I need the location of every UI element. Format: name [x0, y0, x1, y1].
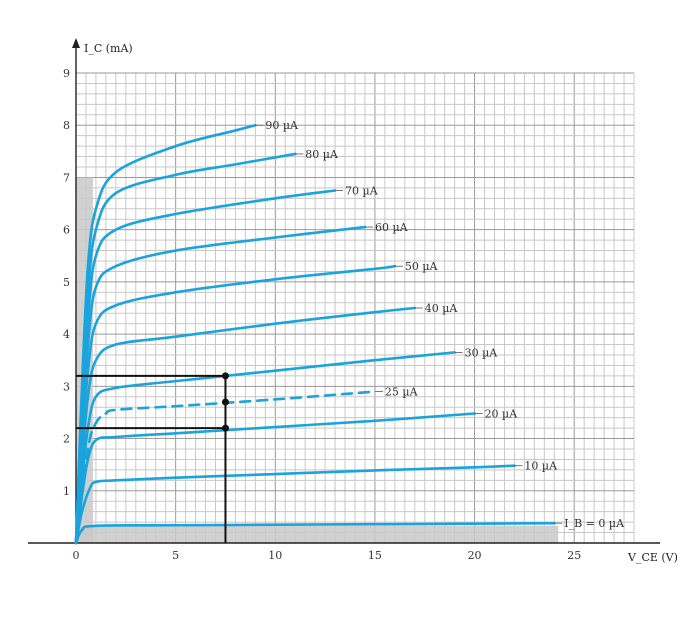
curve-25-a — [74, 390, 377, 545]
cutoff-region — [76, 525, 559, 543]
y-tick-label: 5 — [63, 276, 70, 289]
y-tick-label: 7 — [63, 171, 70, 184]
curve-10-a — [74, 464, 516, 545]
curve-label: 30 µA — [465, 346, 499, 359]
x-tick-label: 0 — [73, 549, 80, 562]
curve-label: 90 µA — [265, 119, 299, 132]
curve-label: 20 µA — [485, 407, 519, 420]
axes — [28, 38, 660, 544]
curve-label: 80 µA — [305, 148, 339, 161]
operating-point — [221, 372, 229, 380]
x-tick-label: 10 — [268, 549, 282, 562]
curve-30-a — [74, 351, 456, 545]
y-tick-label: 1 — [63, 485, 70, 498]
x-tick-label: 20 — [468, 549, 482, 562]
x-axis-label: V_CE (V) — [627, 551, 678, 564]
tick-labels: 0 5 10 15 20 25 1 2 3 4 5 6 7 8 9 — [63, 67, 581, 562]
curve-label: 50 µA — [405, 260, 439, 273]
annotations — [76, 372, 229, 543]
y-tick-label: 3 — [63, 380, 70, 393]
y-tick-label: 4 — [63, 328, 70, 341]
y-tick-label: 9 — [63, 67, 70, 80]
curve-i-b-0-a — [74, 521, 556, 545]
y-tick-label: 2 — [63, 433, 70, 446]
operating-point — [221, 424, 229, 432]
x-tick-label: 5 — [172, 549, 179, 562]
curve-labels: I_B = 0 µA 10 µA 20 µA 25 µA 30 µA 40 µA 50 µA… — [255, 119, 625, 530]
curve-20-a — [74, 412, 476, 545]
y-axis-arrow — [72, 38, 80, 48]
x-tick-label: 25 — [567, 549, 581, 562]
curve-label: 25 µA — [385, 386, 419, 399]
curve-label: 10 µA — [524, 460, 558, 473]
y-axis-label: I_C (mA) — [84, 42, 133, 55]
curve-90-a — [74, 123, 257, 545]
x-tick-label: 15 — [368, 549, 382, 562]
y-tick-label: 8 — [63, 119, 70, 132]
curve-label: 60 µA — [375, 221, 409, 234]
curve-label: 40 µA — [425, 302, 459, 315]
operating-point — [221, 398, 229, 406]
characteristic-curves — [74, 123, 556, 545]
curve-label: 70 µA — [345, 185, 379, 198]
y-tick-label: 6 — [63, 224, 70, 237]
curve-label: I_B = 0 µA — [564, 517, 625, 530]
